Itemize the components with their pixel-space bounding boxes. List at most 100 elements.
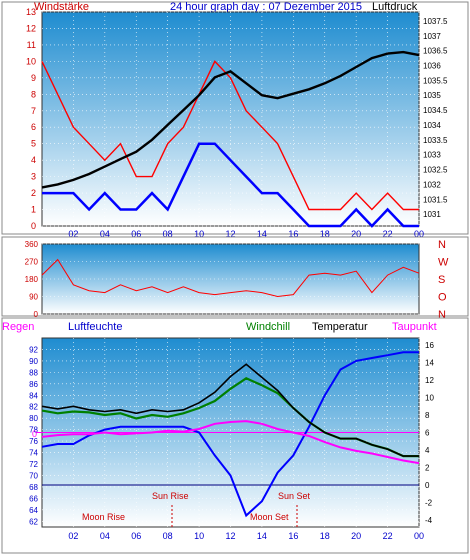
- humidity-tick: 74: [29, 449, 38, 458]
- wind-time-tick: 04: [100, 229, 110, 239]
- pressure-tick: 1035: [423, 91, 441, 100]
- temp-time-tick: 00: [414, 531, 424, 541]
- wind-speed-tick: 12: [26, 23, 36, 33]
- temperature-tick: 14: [425, 359, 434, 368]
- gust-line: [42, 142, 419, 228]
- temperature-series: [36, 351, 420, 518]
- humidity-tick: 76: [29, 437, 38, 446]
- compass-letter: W: [438, 257, 449, 269]
- temp-time-tick: 22: [383, 531, 393, 541]
- temp-time-tick: 20: [351, 531, 361, 541]
- wind-time-tick: 02: [68, 229, 78, 239]
- wind-time-tick: 12: [225, 229, 235, 239]
- humidity-tick: 88: [29, 368, 38, 377]
- wind-time-tick: 14: [257, 229, 267, 239]
- wind-axis-title: Windstärke: [34, 1, 89, 13]
- temp-time-tick: 14: [257, 531, 267, 541]
- wind-time-tick: 10: [194, 229, 204, 239]
- moonrise-label: Moon Rise: [82, 512, 125, 522]
- pressure-tick: 1035.5: [423, 76, 448, 85]
- dewpoint-line: [41, 420, 420, 465]
- pressure-tick: 1032.5: [423, 166, 448, 175]
- wind-speed-tick: 6: [31, 122, 36, 132]
- pressure-ticks: 1031 1031.5 1032 1032.5 1033 1033.5 1034 1034.5…: [423, 17, 448, 219]
- humidity-tick: 68: [29, 483, 38, 492]
- humidity-tick: 92: [29, 345, 38, 354]
- humidity-tick: 72: [29, 460, 38, 469]
- humidity-tick: 90: [29, 357, 38, 366]
- direction-degree-tick: 0: [34, 310, 39, 319]
- pressure-axis-title: Luftdruck: [372, 1, 418, 13]
- legend-windchill: Windchill: [246, 321, 290, 333]
- temp-time-tick: 16: [288, 531, 298, 541]
- humidity-line: [41, 351, 419, 518]
- direction-degree-tick: 360: [25, 240, 39, 249]
- wind-direction-line: [41, 258, 420, 298]
- temperature-tick: 2: [425, 464, 430, 473]
- rain-zero-label: 0: [32, 429, 37, 439]
- temperature-tick: 10: [425, 394, 434, 403]
- wind-speed-tick: 2: [31, 188, 36, 198]
- temperature-line: [41, 363, 419, 457]
- temperature-tick: 12: [425, 376, 434, 385]
- humidity-tick: 84: [29, 391, 38, 400]
- pressure-tick: 1034: [423, 121, 441, 130]
- temperature-tick: -4: [425, 516, 433, 525]
- compass-letter: S: [438, 274, 445, 286]
- compass-letter: N: [438, 239, 446, 251]
- humidity-ticks: 62 64 66 68 70 72 74 76 78 80 82 84 86 88 90 92: [29, 345, 38, 526]
- wind-time-tick: 16: [288, 229, 298, 239]
- temperature-grid: [42, 338, 420, 527]
- sunset-label: Sun Set: [278, 491, 311, 501]
- temperature-tick: -2: [425, 499, 433, 508]
- temp-time-tick: 12: [225, 531, 235, 541]
- pressure-tick: 1031.5: [423, 195, 448, 204]
- direction-degree-tick: 180: [25, 275, 39, 284]
- pressure-tick: 1033.5: [423, 136, 448, 145]
- temperature-tick: 8: [425, 411, 430, 420]
- temp-time-tick: 08: [163, 531, 173, 541]
- temperature-tick: 6: [425, 429, 430, 438]
- pressure-tick: 1034.5: [423, 106, 448, 115]
- wind-time-tick: 22: [383, 229, 393, 239]
- temperature-tick: 16: [425, 341, 434, 350]
- pressure-line: [41, 50, 420, 189]
- humidity-tick: 80: [29, 414, 38, 423]
- wind-pressure-plot-area: [41, 11, 420, 227]
- temperature-ticks: -4 -2 0 2 4 6 8 10 12 14 16: [425, 341, 434, 525]
- humidity-tick: 66: [29, 494, 38, 503]
- temperature-tick: 4: [425, 446, 430, 455]
- wind-direction-series: [41, 258, 420, 298]
- direction-degree-tick: 270: [25, 258, 39, 267]
- wind-time-tick: 06: [131, 229, 141, 239]
- compass-letter: N: [438, 309, 446, 321]
- legend-temperature: Temperatur: [312, 321, 368, 333]
- compass-letter: O: [438, 292, 447, 304]
- temp-time-tick: 04: [100, 531, 110, 541]
- humidity-tick: 86: [29, 380, 38, 389]
- pressure-tick: 1033: [423, 151, 441, 160]
- humidity-tick: 62: [29, 517, 38, 526]
- wind-speed-tick: 1: [31, 205, 36, 215]
- humidity-tick: 78: [29, 426, 38, 435]
- temp-time-tick: 02: [68, 531, 78, 541]
- direction-degree-tick: 90: [29, 293, 38, 302]
- wind-time-tick: 00: [414, 229, 424, 239]
- wind-speed-tick: 8: [31, 89, 36, 99]
- pressure-tick: 1036: [423, 62, 441, 71]
- humidity-tick: 70: [29, 471, 38, 480]
- wind-speed-tick: 0: [31, 221, 36, 231]
- legend-rain: Regen: [2, 321, 34, 333]
- legend-dewpoint: Taupunkt: [392, 321, 437, 333]
- pressure-tick: 1032: [423, 180, 441, 189]
- sunrise-label: Sun Rise: [152, 491, 189, 501]
- graph-title: 24 hour graph day : 07 Dezember 2015: [170, 1, 362, 13]
- pressure-tick: 1037: [423, 32, 441, 41]
- temperature-time-ticks: 02 04 06 08 10 12 14 16 18 20 22 00: [68, 531, 424, 541]
- temp-time-tick: 18: [320, 531, 330, 541]
- wind-time-ticks: 02 04 06 08 10 12 14 16 18 20 22 00: [68, 229, 424, 239]
